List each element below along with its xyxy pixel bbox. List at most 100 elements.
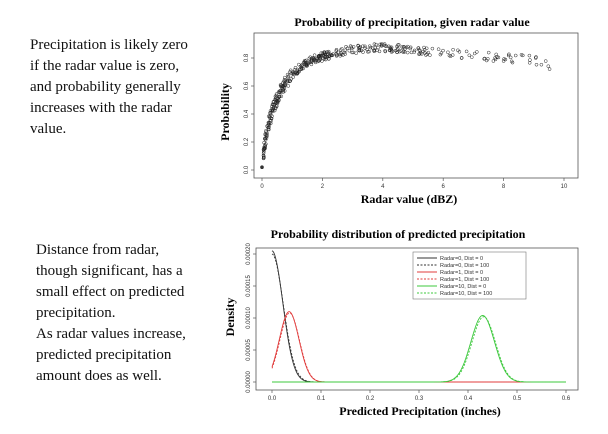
- data-point: [279, 84, 283, 89]
- data-point: [261, 154, 266, 158]
- data-point: [268, 111, 272, 115]
- data-point: [309, 60, 314, 65]
- caption-top: Precipitation is likely zero if the rada…: [30, 37, 188, 137]
- data-point: [334, 47, 339, 52]
- data-point: [298, 68, 302, 72]
- data-point: [419, 52, 424, 56]
- data-point: [263, 143, 267, 147]
- data-point: [547, 67, 552, 71]
- data-point: [262, 146, 267, 151]
- data-point: [309, 62, 314, 67]
- data-point: [276, 90, 281, 94]
- data-point: [376, 45, 380, 50]
- data-point: [313, 59, 317, 63]
- data-point: [334, 54, 339, 58]
- data-point: [493, 56, 497, 60]
- data-point: [340, 47, 344, 51]
- data-point: [266, 127, 271, 131]
- y-tick-label: 0.8: [244, 53, 250, 62]
- data-point: [493, 57, 498, 62]
- data-point: [457, 50, 462, 54]
- data-point: [418, 51, 423, 55]
- data-point: [282, 78, 287, 82]
- legend-label: Radar=0, Dist = 100: [440, 263, 489, 269]
- x-tick-label: 0.5: [513, 396, 522, 402]
- data-point: [527, 61, 532, 65]
- x-tick-label: 2: [321, 184, 325, 190]
- data-point: [405, 50, 410, 55]
- data-point: [416, 46, 421, 50]
- data-point: [374, 42, 378, 47]
- data-point: [383, 48, 387, 53]
- data-point: [534, 55, 538, 59]
- data-point: [323, 55, 327, 60]
- data-point: [372, 48, 377, 52]
- x-tick-label: 0.4: [464, 396, 473, 402]
- data-point: [292, 72, 296, 77]
- data-point: [534, 62, 539, 67]
- data-point: [297, 69, 301, 74]
- data-point: [459, 56, 464, 60]
- data-point: [451, 47, 455, 52]
- data-point: [507, 52, 511, 57]
- data-point: [409, 50, 414, 55]
- data-point: [373, 45, 377, 50]
- data-point: [527, 53, 532, 58]
- data-point: [287, 79, 292, 84]
- data-point: [417, 51, 422, 56]
- chart-title: Probability distribution of predicted pr…: [271, 227, 526, 241]
- data-point: [272, 108, 277, 113]
- data-point: [484, 58, 489, 63]
- data-point: [450, 53, 455, 57]
- data-point: [384, 44, 389, 49]
- x-tick-label: 0.1: [317, 396, 326, 402]
- data-point: [282, 79, 286, 84]
- data-point: [367, 44, 372, 48]
- y-tick-label: 0.00005: [246, 339, 252, 361]
- data-point: [291, 69, 295, 74]
- data-point: [264, 133, 269, 138]
- data-point: [324, 54, 328, 59]
- data-point: [397, 49, 402, 54]
- data-point: [268, 109, 273, 113]
- data-point: [344, 44, 348, 49]
- data-point: [396, 46, 400, 51]
- x-tick-label: 10: [561, 184, 568, 190]
- data-point: [366, 50, 370, 54]
- data-point: [263, 137, 267, 141]
- data-point: [279, 90, 283, 94]
- data-point: [400, 45, 404, 49]
- legend-label: Radar=1, Dist = 0: [440, 270, 483, 276]
- data-point: [472, 51, 477, 56]
- x-axis-label: Radar value (dBZ): [361, 192, 457, 206]
- data-point: [300, 63, 304, 68]
- data-point: [543, 59, 548, 63]
- data-point: [312, 53, 317, 57]
- data-point: [292, 70, 297, 75]
- legend-label: Radar=1, Dist = 100: [440, 277, 489, 283]
- data-point: [438, 52, 443, 57]
- data-point: [412, 48, 417, 53]
- data-point: [276, 96, 281, 101]
- y-tick-label: 0.00000: [246, 371, 252, 393]
- data-point: [546, 64, 551, 68]
- data-point: [475, 50, 479, 54]
- data-point: [275, 99, 280, 104]
- series-line: [272, 316, 566, 383]
- x-tick-label: 0.2: [366, 396, 375, 402]
- density-chart: Probability distribution of predicted pr…: [223, 227, 579, 418]
- y-tick-label: 0.4: [244, 109, 250, 118]
- data-point: [317, 54, 321, 58]
- data-point: [301, 66, 305, 71]
- y-tick-label: 0.6: [244, 81, 250, 90]
- legend-label: Radar=10, Dist = 100: [440, 291, 492, 297]
- data-point: [464, 49, 469, 54]
- data-point: [273, 94, 278, 99]
- data-point: [482, 57, 486, 61]
- data-point: [304, 58, 308, 63]
- data-point: [363, 44, 367, 49]
- data-point: [375, 48, 379, 53]
- data-point: [354, 51, 358, 55]
- data-point: [308, 60, 312, 64]
- data-point: [378, 42, 382, 47]
